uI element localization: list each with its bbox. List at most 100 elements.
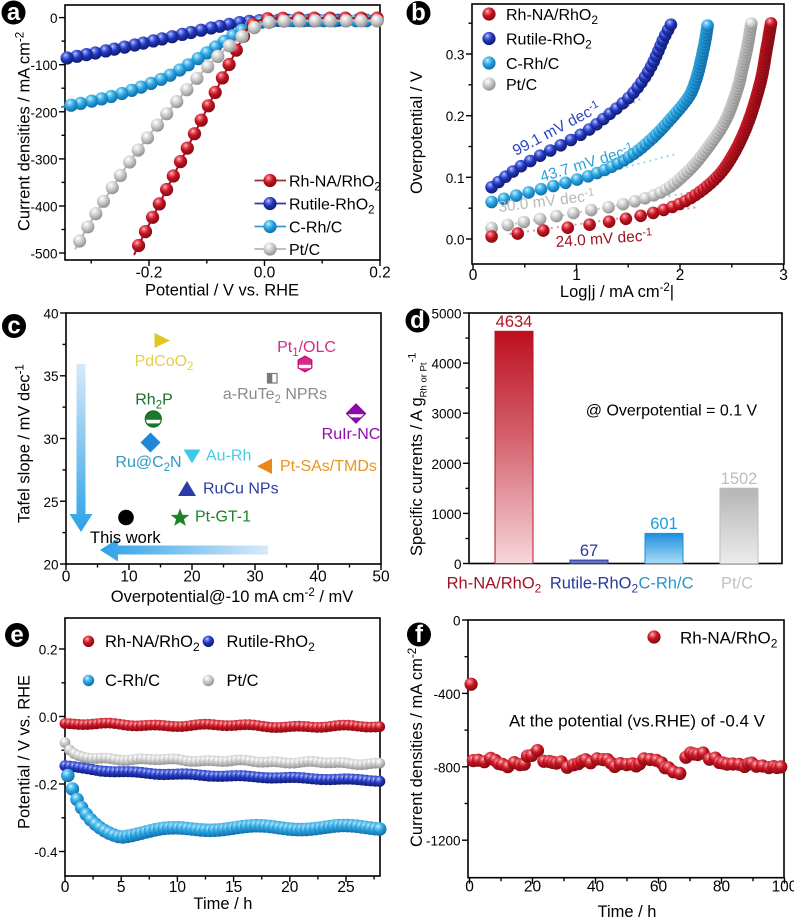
svg-text:c: c bbox=[7, 313, 20, 340]
svg-text:40: 40 bbox=[43, 307, 58, 322]
svg-text:50: 50 bbox=[372, 568, 390, 585]
svg-text:0: 0 bbox=[50, 11, 58, 26]
svg-text:Pt-SAs/TMDs: Pt-SAs/TMDs bbox=[280, 458, 377, 475]
svg-text:Pt/C: Pt/C bbox=[506, 77, 537, 94]
svg-text:1000: 1000 bbox=[431, 507, 461, 522]
svg-text:Pt/C: Pt/C bbox=[289, 242, 320, 259]
svg-text:30: 30 bbox=[43, 432, 58, 447]
svg-text:5: 5 bbox=[117, 879, 126, 896]
svg-text:Time / h: Time / h bbox=[598, 903, 657, 921]
svg-text:-0.2: -0.2 bbox=[34, 778, 57, 793]
svg-text:f: f bbox=[415, 621, 424, 648]
svg-text:Specific currents / A gRh or P: Specific currents / A gRh or Pt-1 bbox=[407, 353, 430, 556]
svg-text:2: 2 bbox=[676, 267, 685, 284]
svg-text:0: 0 bbox=[61, 879, 70, 896]
svg-text:Tafel slope / mV dec-1: Tafel slope / mV dec-1 bbox=[15, 364, 34, 523]
svg-text:10: 10 bbox=[169, 879, 187, 896]
svg-text:-0.4: -0.4 bbox=[34, 845, 58, 860]
svg-text:-400: -400 bbox=[433, 687, 460, 702]
svg-text:20: 20 bbox=[183, 568, 201, 585]
svg-text:Time / h: Time / h bbox=[194, 895, 253, 913]
svg-text:5000: 5000 bbox=[431, 307, 461, 322]
svg-text:30: 30 bbox=[246, 568, 264, 585]
svg-text:0: 0 bbox=[469, 267, 478, 284]
svg-text:At the potential (vs.RHE) of -: At the potential (vs.RHE) of -0.4 V bbox=[509, 712, 766, 731]
svg-text:b: b bbox=[411, 0, 426, 27]
svg-text:Rutile-RhO2: Rutile-RhO2 bbox=[506, 31, 592, 51]
svg-text:0.1: 0.1 bbox=[446, 171, 465, 186]
svg-text:20: 20 bbox=[524, 879, 542, 896]
svg-text:1: 1 bbox=[572, 267, 581, 284]
svg-text:601: 601 bbox=[650, 515, 678, 533]
svg-text:0: 0 bbox=[453, 614, 461, 629]
svg-text:4634: 4634 bbox=[496, 313, 533, 331]
svg-text:0.0: 0.0 bbox=[446, 233, 465, 248]
svg-text:15: 15 bbox=[225, 879, 242, 896]
svg-text:25: 25 bbox=[337, 879, 354, 896]
svg-text:Log|j / mA cm-2|: Log|j / mA cm-2| bbox=[560, 282, 674, 301]
svg-text:Rutile-RhO2: Rutile-RhO2 bbox=[227, 633, 316, 654]
svg-text:35: 35 bbox=[43, 369, 58, 384]
svg-text:Potential / V vs. RHE: Potential / V vs. RHE bbox=[16, 675, 34, 829]
svg-text:C-Rh/C: C-Rh/C bbox=[638, 575, 693, 593]
svg-text:Current densities / mA cm-2: Current densities / mA cm-2 bbox=[15, 32, 34, 231]
svg-text:PdCoO2: PdCoO2 bbox=[135, 353, 194, 373]
svg-text:-0.2: -0.2 bbox=[136, 265, 163, 282]
svg-text:Potential / V vs. RHE: Potential / V vs. RHE bbox=[145, 282, 299, 300]
svg-text:0: 0 bbox=[454, 557, 462, 572]
svg-text:0.2: 0.2 bbox=[39, 643, 58, 658]
svg-text:C-Rh/C: C-Rh/C bbox=[289, 219, 342, 236]
svg-text:-100: -100 bbox=[30, 58, 57, 73]
svg-text:0.0: 0.0 bbox=[39, 710, 58, 725]
svg-text:Rh-NA/RhO2: Rh-NA/RhO2 bbox=[506, 7, 598, 27]
svg-text:C-Rh/C: C-Rh/C bbox=[506, 56, 559, 73]
svg-text:2000: 2000 bbox=[431, 457, 461, 472]
svg-text:0.3: 0.3 bbox=[446, 48, 465, 63]
svg-text:Pt/C: Pt/C bbox=[721, 575, 753, 593]
svg-text:67: 67 bbox=[580, 542, 598, 560]
svg-text:Rh-NA/RhO2: Rh-NA/RhO2 bbox=[680, 629, 778, 651]
svg-text:3000: 3000 bbox=[431, 407, 461, 422]
svg-text:25: 25 bbox=[43, 495, 58, 510]
svg-text:40: 40 bbox=[309, 568, 327, 585]
svg-text:Rh-NA/RhO2: Rh-NA/RhO2 bbox=[105, 633, 200, 654]
svg-text:Ru@C2N: Ru@C2N bbox=[115, 454, 181, 474]
svg-text:Pt/C: Pt/C bbox=[227, 672, 259, 690]
svg-text:-800: -800 bbox=[433, 760, 460, 775]
svg-text:Pt-GT-1: Pt-GT-1 bbox=[195, 509, 251, 526]
svg-text:This work: This work bbox=[90, 529, 161, 547]
svg-text:10: 10 bbox=[120, 568, 138, 585]
svg-text:-400: -400 bbox=[30, 200, 57, 215]
svg-text:1502: 1502 bbox=[721, 470, 758, 488]
svg-text:C-Rh/C: C-Rh/C bbox=[105, 672, 160, 690]
svg-text:d: d bbox=[410, 307, 425, 334]
svg-text:0: 0 bbox=[62, 568, 71, 585]
svg-text:Overpotential@-10 mA cm-2 / mV: Overpotential@-10 mA cm-2 / mV bbox=[111, 587, 354, 606]
svg-text:0.2: 0.2 bbox=[446, 109, 465, 124]
svg-text:0: 0 bbox=[465, 879, 474, 896]
svg-text:-1200: -1200 bbox=[426, 834, 461, 849]
svg-text:-300: -300 bbox=[30, 152, 57, 167]
svg-text:Overpotential / V: Overpotential / V bbox=[408, 71, 426, 194]
svg-text:Current densities / mA cm-2: Current densities / mA cm-2 bbox=[407, 648, 426, 847]
svg-text:Rh-NA/RhO2: Rh-NA/RhO2 bbox=[289, 173, 381, 193]
svg-text:-200: -200 bbox=[30, 105, 57, 120]
svg-text:-500: -500 bbox=[30, 247, 57, 262]
svg-text:0.0: 0.0 bbox=[254, 265, 276, 282]
svg-text:0.2: 0.2 bbox=[369, 265, 391, 282]
svg-text:RuIr-NC: RuIr-NC bbox=[322, 426, 381, 443]
svg-text:20: 20 bbox=[43, 558, 58, 573]
svg-text:80: 80 bbox=[713, 879, 731, 896]
svg-text:Rh2P: Rh2P bbox=[135, 392, 173, 412]
svg-text:60: 60 bbox=[650, 879, 668, 896]
svg-text:a-RuTe2 NPRs: a-RuTe2 NPRs bbox=[223, 386, 327, 406]
svg-text:Rh-NA/RhO2: Rh-NA/RhO2 bbox=[447, 575, 542, 596]
svg-text:e: e bbox=[10, 622, 23, 649]
svg-text:3: 3 bbox=[779, 267, 788, 284]
svg-text:4000: 4000 bbox=[431, 357, 461, 372]
svg-text:Rutile-RhO2: Rutile-RhO2 bbox=[289, 196, 375, 216]
svg-text:RuCu NPs: RuCu NPs bbox=[203, 481, 279, 498]
svg-text:20: 20 bbox=[281, 879, 299, 896]
svg-text:@ Overpotential = 0.1 V: @ Overpotential = 0.1 V bbox=[586, 403, 758, 420]
svg-text:40: 40 bbox=[587, 879, 605, 896]
